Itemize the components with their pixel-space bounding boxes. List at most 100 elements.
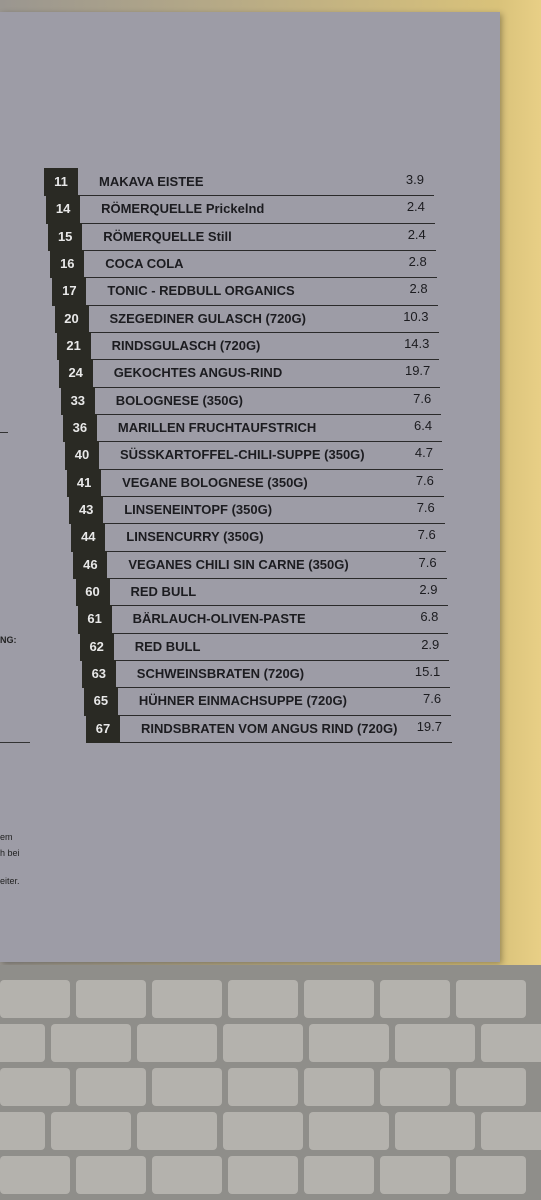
item-name: BÄRLAUCH-OLIVEN-PASTE	[132, 611, 306, 627]
fragment: h bei	[0, 848, 20, 858]
item-number: 21	[56, 332, 91, 361]
fragment: NG:	[0, 635, 17, 645]
item-number: 24	[58, 359, 93, 388]
item-price: 4.7	[414, 445, 433, 461]
item-number: 15	[48, 222, 83, 251]
item-number: 16	[50, 250, 85, 279]
item-number: 65	[83, 687, 118, 716]
item-name: TONIC - REDBULL ORGANICS	[107, 283, 295, 299]
item-price: 10.3	[403, 308, 429, 324]
menu-row: 44 LINSENCURRY (350G) 7.6	[71, 523, 446, 552]
menu-row: 60 RED BULL 2.9	[75, 578, 448, 607]
paving-stone	[0, 980, 70, 1018]
paving-stone	[380, 980, 450, 1018]
paving-stone	[137, 1024, 217, 1062]
item-name: SÜSSKARTOFFEL-CHILI-SUPPE (350G)	[120, 447, 365, 463]
item-price: 7.6	[417, 527, 436, 543]
item-name: LINSENEINTOPF (350G)	[124, 502, 273, 517]
item-name: VEGANES CHILI SIN CARNE (350G)	[128, 556, 349, 572]
item-number: 20	[54, 304, 89, 333]
item-price: 14.3	[404, 336, 430, 351]
item-price: 7.6	[413, 390, 432, 406]
item-number: 43	[69, 496, 104, 525]
paving-stone	[481, 1112, 541, 1150]
item-price: 2.9	[421, 636, 440, 652]
item-number: 41	[67, 468, 102, 497]
item-price: 2.9	[419, 582, 438, 597]
item-number: 14	[46, 195, 81, 224]
item-name: SCHWEINSBRATEN (720G)	[136, 666, 305, 681]
menu-row: 33 BOLOGNESE (350G) 7.6	[60, 386, 442, 415]
paving-stone	[228, 1156, 298, 1194]
paving-stone	[0, 1112, 45, 1150]
paving-stone	[0, 1156, 70, 1194]
menu-row: 67 RINDSBRATEN VOM ANGUS RIND (720G) 19.7	[86, 714, 452, 743]
item-name: MAKAVA EISTEE	[99, 174, 204, 189]
item-name: RÖMERQUELLE Still	[103, 228, 232, 244]
menu-row: 62 RED BULL 2.9	[79, 632, 450, 661]
menu-row: 16 COCA COLA 2.8	[50, 250, 437, 279]
paving-stone	[152, 1156, 222, 1194]
item-name: RED BULL	[130, 584, 197, 599]
item-number: 60	[75, 578, 110, 607]
menu-row: 43 LINSENEINTOPF (350G) 7.6	[69, 496, 445, 525]
item-number: 67	[86, 714, 120, 743]
item-price: 3.9	[405, 172, 424, 187]
item-number: 44	[71, 523, 106, 552]
paving-stone	[51, 1024, 131, 1062]
paving-stone	[152, 1068, 222, 1106]
paving-stone	[223, 1024, 303, 1062]
item-name: SZEGEDINER GULASCH (720G)	[109, 310, 306, 326]
menu-row: 46 VEGANES CHILI SIN CARNE (350G) 7.6	[73, 550, 447, 579]
paving-stone	[0, 1024, 45, 1062]
paving-stone	[395, 1024, 475, 1062]
item-price: 2.8	[408, 254, 427, 269]
item-price: 7.6	[423, 691, 442, 707]
menu-row: 17 TONIC - REDBULL ORGANICS 2.8	[52, 277, 438, 306]
menu-row: 61 BÄRLAUCH-OLIVEN-PASTE 6.8	[77, 605, 449, 634]
paving-stone	[0, 1068, 70, 1106]
item-price: 6.4	[414, 418, 433, 433]
paving-stone	[456, 980, 526, 1018]
paving-stone	[76, 1156, 146, 1194]
item-name: RED BULL	[134, 638, 201, 654]
item-number: 63	[81, 660, 116, 689]
item-number: 61	[77, 605, 112, 634]
paving-stone	[304, 980, 374, 1018]
paving-stone	[395, 1112, 475, 1150]
menu-row: 24 GEKOCHTES ANGUS-RIND 19.7	[58, 359, 441, 388]
item-price: 7.6	[418, 554, 437, 570]
item-name: VEGANE BOLOGNESE (350G)	[122, 474, 308, 490]
item-number: 46	[73, 550, 108, 579]
item-price: 7.6	[416, 500, 435, 515]
paving-stone	[456, 1068, 526, 1106]
item-name: RINDSGULASCH (720G)	[111, 338, 261, 353]
paving-stone	[152, 980, 222, 1018]
item-name: LINSENCURRY (350G)	[126, 529, 264, 545]
rule	[0, 432, 8, 433]
menu-row: 36 MARILLEN FRUCHTAUFSTRICH 6.4	[62, 414, 443, 443]
menu-row: 21 RINDSGULASCH (720G) 14.3	[56, 332, 440, 361]
pavement	[0, 965, 541, 1200]
item-price: 2.4	[406, 199, 425, 215]
paving-stone	[456, 1156, 526, 1194]
item-price: 2.8	[409, 281, 428, 297]
item-name: GEKOCHTES ANGUS-RIND	[113, 365, 283, 381]
item-number: 11	[44, 168, 78, 197]
paving-stone	[380, 1068, 450, 1106]
item-price: 15.1	[414, 664, 441, 679]
paving-stone	[309, 1024, 389, 1062]
menu-row: 63 SCHWEINSBRATEN (720G) 15.1	[81, 660, 451, 689]
item-price: 6.8	[420, 609, 439, 625]
paving-stone	[76, 980, 146, 1018]
rule	[0, 742, 30, 743]
item-number: 33	[60, 386, 95, 415]
item-name: HÜHNER EINMACHSUPPE (720G)	[138, 693, 347, 709]
paving-stone	[304, 1068, 374, 1106]
paving-stone	[137, 1112, 217, 1150]
paving-stone	[481, 1024, 541, 1062]
menu-row: 20 SZEGEDINER GULASCH (720G) 10.3	[54, 304, 439, 333]
item-price: 7.6	[415, 472, 434, 488]
item-number: 36	[62, 414, 97, 443]
